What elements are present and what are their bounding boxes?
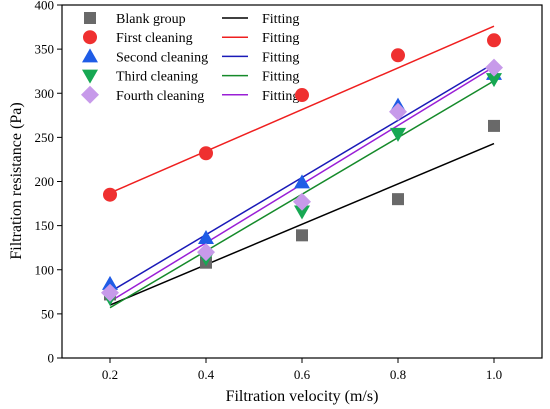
- data-point: [392, 193, 404, 206]
- legend-marker: [81, 85, 99, 104]
- x-tick-label: 0.8: [390, 367, 406, 382]
- data-point: [391, 48, 405, 63]
- y-tick-label: 250: [35, 130, 55, 145]
- data-point: [389, 102, 407, 121]
- legend-marker: [83, 30, 97, 45]
- legend-marker: [84, 12, 96, 24]
- data-point: [296, 229, 308, 242]
- x-tick-label: 0.6: [294, 367, 311, 382]
- y-tick-label: 50: [41, 306, 54, 321]
- fit-line: [109, 142, 495, 306]
- data-point: [295, 88, 309, 103]
- x-tick-label: 0.4: [198, 367, 215, 382]
- data-point: [294, 205, 310, 220]
- legend: Blank group Fitting First cleaning Fitting S…: [81, 12, 299, 104]
- data-point: [102, 275, 118, 290]
- legend-fit-label: Fitting: [262, 31, 299, 46]
- data-point: [198, 229, 214, 244]
- data-point: [199, 146, 213, 161]
- y-axis-ticks: 0 50 100 150 200 250 300 350 400: [35, 0, 62, 366]
- legend-label: First cleaning: [116, 31, 193, 46]
- legend-label: Blank group: [116, 12, 186, 27]
- data-point: [197, 243, 215, 262]
- legend-fit-label: Fitting: [262, 50, 299, 65]
- x-axis-title: Filtration velocity (m/s): [226, 388, 379, 405]
- data-point: [294, 174, 310, 189]
- data-point: [101, 283, 119, 302]
- x-tick-label: 1.0: [486, 367, 502, 382]
- data-point: [103, 187, 117, 202]
- y-tick-label: 400: [35, 0, 55, 13]
- legend-marker: [82, 48, 98, 63]
- y-tick-label: 350: [35, 42, 55, 57]
- y-tick-label: 300: [35, 86, 55, 101]
- data-point: [293, 192, 311, 211]
- legend-fit-label: Fitting: [262, 12, 299, 27]
- fitting-lines: [109, 25, 495, 309]
- legend-marker: [82, 69, 98, 84]
- data-markers: [101, 33, 503, 306]
- y-tick-label: 100: [35, 262, 55, 277]
- legend-label: Fourth cleaning: [116, 89, 204, 104]
- y-axis-title: Filtration resistance (Pa): [8, 102, 25, 259]
- x-axis-ticks: 0.2 0.4 0.6 0.8 1.0: [102, 358, 502, 382]
- x-tick-label: 0.2: [102, 367, 118, 382]
- data-point: [390, 127, 406, 142]
- y-tick-label: 150: [35, 218, 55, 233]
- legend-fit-label: Fitting: [262, 89, 299, 104]
- legend-fit-label: Fitting: [262, 70, 299, 85]
- data-point: [485, 58, 503, 77]
- fit-line: [109, 25, 495, 194]
- data-point: [487, 33, 501, 48]
- y-tick-label: 0: [48, 351, 55, 366]
- data-point: [486, 73, 502, 88]
- y-tick-label: 200: [35, 174, 55, 189]
- data-point: [488, 119, 500, 132]
- legend-label: Third cleaning: [116, 70, 198, 85]
- legend-label: Second cleaning: [116, 50, 208, 65]
